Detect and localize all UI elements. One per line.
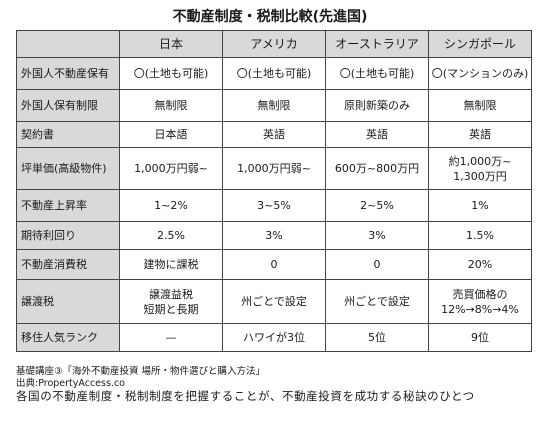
table-cell: 20% xyxy=(428,249,532,280)
table-row: 移住人気ランク — ハワイが3位 5位 9位 xyxy=(16,323,532,352)
table-cell: 〇(土地も可能) xyxy=(222,57,326,90)
table-row: 坪単価(高級物件) 1,000万円弱~ 1,000万円弱~ 600万~800万円… xyxy=(16,147,532,190)
table-cell: 9位 xyxy=(428,323,532,352)
table-cell: 1.5% xyxy=(428,221,532,250)
table-row: 不動産消費税 建物に課税 0 0 20% xyxy=(16,249,532,280)
table-cell: 〇(土地も可能) xyxy=(119,57,223,90)
row-label: 外国人保有制限 xyxy=(16,89,120,122)
table-cell: 3% xyxy=(222,221,326,250)
table-title: 不動産制度・税制比較(先進国) xyxy=(172,9,368,25)
column-header-singapore: シンガポール xyxy=(428,30,532,58)
row-label: 期待利回り xyxy=(16,221,120,250)
table-cell: 1,000万円弱~ xyxy=(119,147,223,190)
table-row: 外国人保有制限 無制限 無制限 原則新築のみ 無制限 xyxy=(16,89,532,122)
table-row: 譲渡税 譲渡益税 短期と長期 州ごとで設定 州ごとで設定 売買価格の 12%→8… xyxy=(16,279,532,324)
table-cell: 英語 xyxy=(428,121,532,148)
column-header-japan: 日本 xyxy=(119,30,223,58)
table-cell: 建物に課税 xyxy=(119,249,223,280)
source-credit: 出典:PropertyAccess.co xyxy=(16,378,125,389)
table-cell: 英語 xyxy=(325,121,429,148)
table-cell: 2~5% xyxy=(325,189,429,222)
column-header-australia: オーストラリア xyxy=(325,30,429,58)
comparison-table: 日本 アメリカ オーストラリア シンガポール 外国人不動産保有 〇(土地も可能)… xyxy=(16,30,532,352)
source-note: 基礎講座③「海外不動産投資 場所・物件選びと購入方法」 xyxy=(16,366,266,377)
table-cell: ハワイが3位 xyxy=(222,323,326,352)
column-header-corner xyxy=(16,30,120,58)
table-cell: 3~5% xyxy=(222,189,326,222)
row-label: 契約書 xyxy=(16,121,120,148)
table-cell: 3% xyxy=(325,221,429,250)
table-row: 期待利回り 2.5% 3% 3% 1.5% xyxy=(16,221,532,250)
caption: 各国の不動産制度・税制制度を把握することが、不動産投資を成功する秘訣のひとつ xyxy=(16,389,475,403)
table-cell: 2.5% xyxy=(119,221,223,250)
table-cell: 州ごとで設定 xyxy=(222,279,326,324)
table-cell: 1,000万円弱~ xyxy=(222,147,326,190)
table-cell: 譲渡益税 短期と長期 xyxy=(119,279,223,324)
row-label: 坪単価(高級物件) xyxy=(16,147,120,190)
table-cell: 無制限 xyxy=(222,89,326,122)
table-cell: 0 xyxy=(222,249,326,280)
table-cell: 1% xyxy=(428,189,532,222)
table-row: 契約書 日本語 英語 英語 英語 xyxy=(16,121,532,148)
table-cell: — xyxy=(119,323,223,352)
column-header-usa: アメリカ xyxy=(222,30,326,58)
table-cell: 〇(マンションのみ) xyxy=(428,57,532,90)
table-cell: 1~2% xyxy=(119,189,223,222)
row-label: 移住人気ランク xyxy=(16,323,120,352)
table-header-row: 日本 アメリカ オーストラリア シンガポール xyxy=(16,30,532,58)
table-cell: 〇(土地も可能) xyxy=(325,57,429,90)
table-cell: 600万~800万円 xyxy=(325,147,429,190)
table-cell: 原則新築のみ xyxy=(325,89,429,122)
table-cell: 約1,000万~ 1,300万円 xyxy=(428,147,532,190)
table-cell: 0 xyxy=(325,249,429,280)
row-label: 不動産消費税 xyxy=(16,249,120,280)
table-cell: 州ごとで設定 xyxy=(325,279,429,324)
table-cell: 日本語 xyxy=(119,121,223,148)
table-cell: 5位 xyxy=(325,323,429,352)
table-cell: 英語 xyxy=(222,121,326,148)
table-cell: 売買価格の 12%→8%→4% xyxy=(428,279,532,324)
row-label: 譲渡税 xyxy=(16,279,120,324)
table-cell: 無制限 xyxy=(119,89,223,122)
table-row: 外国人不動産保有 〇(土地も可能) 〇(土地も可能) 〇(土地も可能) 〇(マン… xyxy=(16,57,532,90)
row-label: 不動産上昇率 xyxy=(16,189,120,222)
table-row: 不動産上昇率 1~2% 3~5% 2~5% 1% xyxy=(16,189,532,222)
row-label: 外国人不動産保有 xyxy=(16,57,120,90)
table-cell: 無制限 xyxy=(428,89,532,122)
